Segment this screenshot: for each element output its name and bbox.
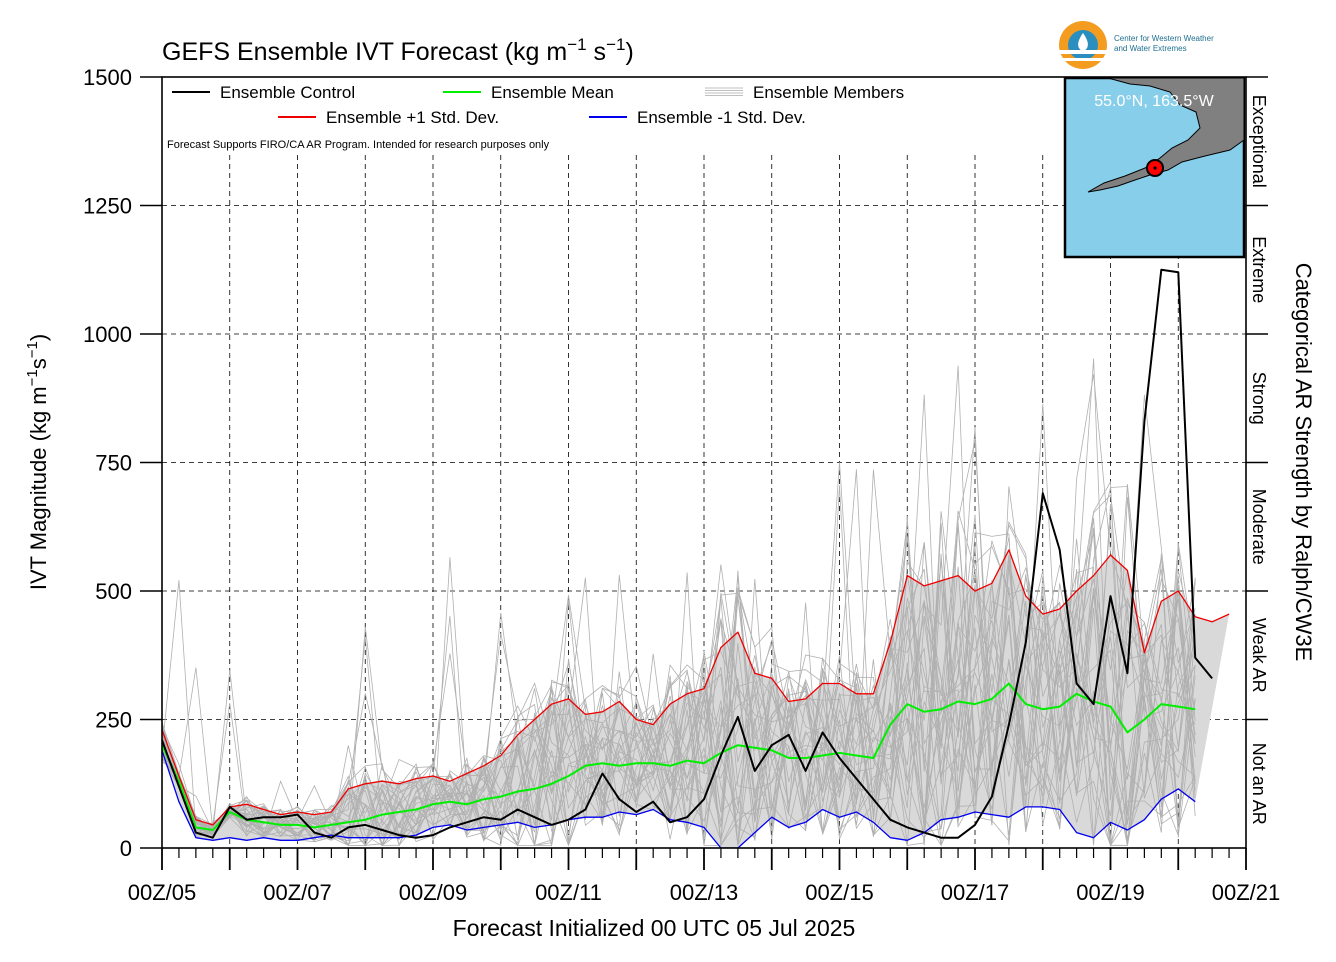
- x-axis-label: Forecast Initialized 00 UTC 05 Jul 2025: [453, 915, 856, 941]
- category-label: Not an AR: [1249, 743, 1269, 825]
- legend-mean-label: Ensemble Mean: [491, 83, 614, 102]
- y-axis-label: IVT Magnitude (kg m−1s−1): [24, 334, 51, 590]
- x-tick-label: 00Z/13: [670, 880, 739, 905]
- y-tick-label: 750: [95, 451, 132, 476]
- ensemble-member-line: [162, 365, 1196, 847]
- category-label: Strong: [1249, 372, 1269, 425]
- logo-wave-1: [1058, 50, 1108, 54]
- x-tick-label: 00Z/05: [128, 880, 197, 905]
- mean-line: [162, 682, 1196, 831]
- logo-text-line-2: and Water Extremes: [1114, 44, 1187, 53]
- x-tick-label: 00Z/19: [1076, 880, 1145, 905]
- legend-control-label: Ensemble Control: [220, 83, 355, 102]
- ensemble-members: [162, 358, 1196, 847]
- y-tick-label: 250: [95, 708, 132, 733]
- x-tick-label: 00Z/17: [941, 880, 1010, 905]
- category-label: Moderate: [1249, 489, 1269, 565]
- ensemble-member-line: [162, 565, 1196, 847]
- y-tick-label: 1250: [83, 194, 132, 219]
- control-line: [162, 268, 1213, 839]
- inset-coordinates: 55.0°N, 163.5°W: [1094, 93, 1214, 110]
- y-tick-label: 1500: [83, 65, 132, 90]
- category-label: Weak AR: [1249, 618, 1269, 693]
- category-label: Extreme: [1249, 236, 1269, 303]
- x-tick-label: 00Z/21: [1212, 880, 1281, 905]
- category-label: Exceptional: [1249, 95, 1269, 188]
- logo-drop-icon: [1078, 33, 1088, 51]
- location-marker-center: [1153, 166, 1157, 170]
- legend-members-label: Ensemble Members: [753, 83, 904, 102]
- logo-text-line-1: Center for Western Weather: [1114, 34, 1214, 43]
- chart-title: GEFS Ensemble IVT Forecast (kg m−1 s−1): [162, 35, 634, 66]
- right-axis-label: Categorical AR Strength by Ralph/CW3E: [1291, 263, 1316, 662]
- y-tick-label: 500: [95, 579, 132, 604]
- plot-area: [162, 268, 1230, 848]
- y-tick-label: 1000: [83, 322, 132, 347]
- ensemble-member-line: [162, 517, 1196, 846]
- x-tick-label: 00Z/11: [535, 880, 602, 905]
- logo-wave-2: [1058, 58, 1108, 61]
- y-tick-label: 0: [120, 836, 132, 861]
- ensemble-member-line: [162, 515, 1196, 846]
- plus-std-line: [162, 549, 1230, 826]
- legend-minus-std-label: Ensemble -1 Std. Dev.: [637, 108, 806, 127]
- x-tick-label: 00Z/09: [399, 880, 468, 905]
- inset-land: [1087, 77, 1245, 193]
- ensemble-member-line: [162, 574, 1196, 847]
- legend-plus-std-label: Ensemble +1 Std. Dev.: [326, 108, 499, 127]
- disclaimer-text: Forecast Supports FIRO/CA AR Program. In…: [167, 139, 550, 151]
- x-tick-label: 00Z/15: [805, 880, 874, 905]
- x-tick-label: 00Z/07: [263, 880, 332, 905]
- inset-map: 55.0°N, 163.5°W: [1063, 76, 1246, 259]
- legend: Ensemble Control Ensemble Mean Ensemble Me…: [172, 83, 904, 127]
- ensemble-member-line: [162, 522, 1196, 847]
- ensemble-member-line: [162, 427, 1196, 846]
